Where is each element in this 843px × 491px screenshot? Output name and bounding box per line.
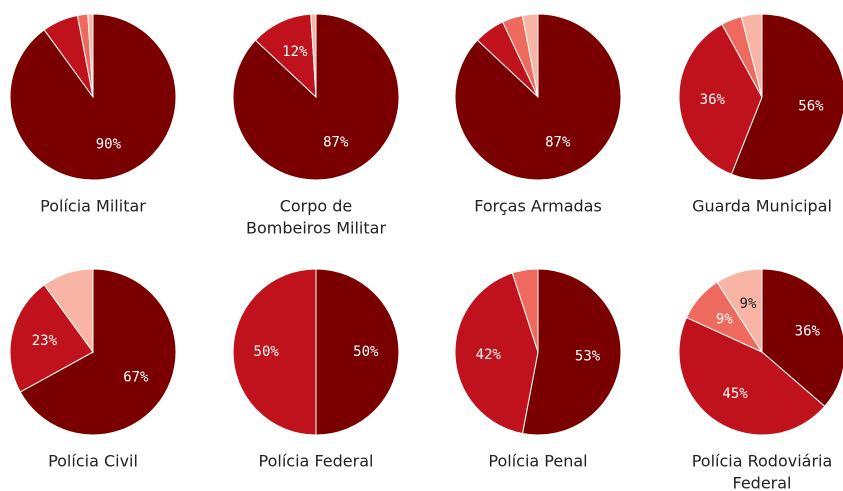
pie-slice <box>511 268 539 353</box>
pie-title: Corpo de <box>280 197 353 216</box>
pie-slice <box>254 13 317 99</box>
pie-title: Polícia Rodoviária <box>692 452 833 471</box>
pie-slice <box>232 268 317 436</box>
pie-slice <box>521 268 622 436</box>
slice-label: 90% <box>96 136 122 152</box>
pie-slice <box>761 268 843 408</box>
slice-label: 56% <box>798 98 824 114</box>
slice-label: 42% <box>476 347 502 363</box>
pie-title: Federal <box>733 474 792 491</box>
pie-slice <box>730 13 843 181</box>
slice-label: 36% <box>795 323 821 339</box>
pie-slice <box>678 23 763 175</box>
slice-label: 9% <box>740 296 757 312</box>
slice-label: 87% <box>545 135 571 151</box>
pie-slice <box>315 268 400 436</box>
pie-slice <box>740 13 763 98</box>
pie-slice <box>310 13 317 98</box>
slice-label: 50% <box>254 344 280 360</box>
slice-label: 87% <box>323 135 349 151</box>
slice-label: 9% <box>716 311 733 327</box>
pie-slice <box>678 316 826 436</box>
pie-title: Polícia Civil <box>48 452 138 471</box>
pie-slice <box>521 13 539 98</box>
pie-title: Bombeiros Militar <box>246 219 386 238</box>
pie-slice <box>716 268 763 354</box>
pie-title: Forças Armadas <box>474 197 602 216</box>
pie-title: Polícia Penal <box>488 452 587 471</box>
slice-label: 67% <box>123 369 149 385</box>
pie-slice <box>87 13 94 98</box>
slice-label: 50% <box>353 344 379 360</box>
pie-title: Polícia Federal <box>259 452 374 471</box>
pie-slice <box>43 268 94 354</box>
slice-label: 23% <box>32 333 58 349</box>
pie-slice <box>454 272 539 435</box>
slice-label: 45% <box>722 386 748 402</box>
slice-label: 36% <box>700 92 726 108</box>
pie-slice <box>9 284 94 393</box>
pie-title: Guarda Municipal <box>692 197 832 216</box>
pie-slice <box>19 268 177 436</box>
slice-label: 53% <box>575 349 601 365</box>
slice-label: 12% <box>282 44 308 60</box>
pie-title: Polícia Militar <box>40 197 146 216</box>
